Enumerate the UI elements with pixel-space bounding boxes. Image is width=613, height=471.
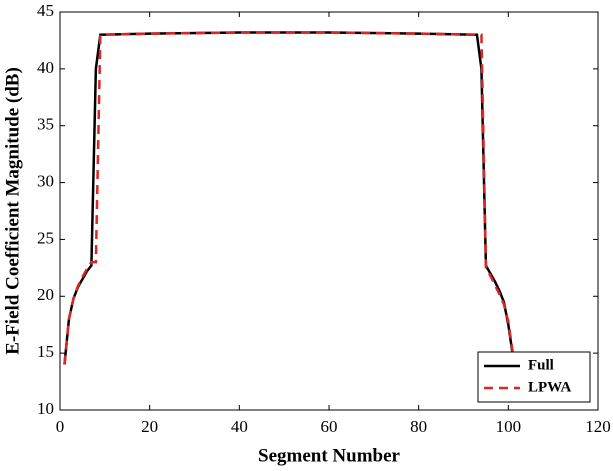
x-tick-label: 80 [410, 417, 427, 436]
y-tick-label: 20 [37, 285, 54, 304]
legend-box [477, 351, 591, 403]
y-tick-label: 35 [37, 115, 54, 134]
x-tick-label: 120 [585, 417, 611, 436]
plot-frame [59, 11, 599, 411]
y-tick-label: 10 [37, 399, 54, 418]
x-tick-label: 100 [496, 417, 522, 436]
x-tick-label: 40 [231, 417, 248, 436]
x-tick-label: 20 [141, 417, 158, 436]
y-tick-label: 40 [37, 58, 54, 77]
x-tick-label: 0 [56, 417, 65, 436]
y-tick-label: 30 [37, 171, 54, 190]
legend-label: LPWA [528, 379, 572, 395]
y-tick-label: 25 [37, 228, 54, 247]
y-axis-label: E-Field Coefficient Magnitude (dB) [2, 67, 23, 355]
legend-label: Full [528, 357, 554, 373]
x-axis-label: Segment Number [258, 445, 401, 466]
y-tick-label: 45 [37, 1, 54, 20]
series-line [63, 31, 515, 365]
series-line [63, 31, 515, 365]
x-tick-label: 60 [321, 417, 338, 436]
y-tick-label: 15 [37, 342, 54, 361]
